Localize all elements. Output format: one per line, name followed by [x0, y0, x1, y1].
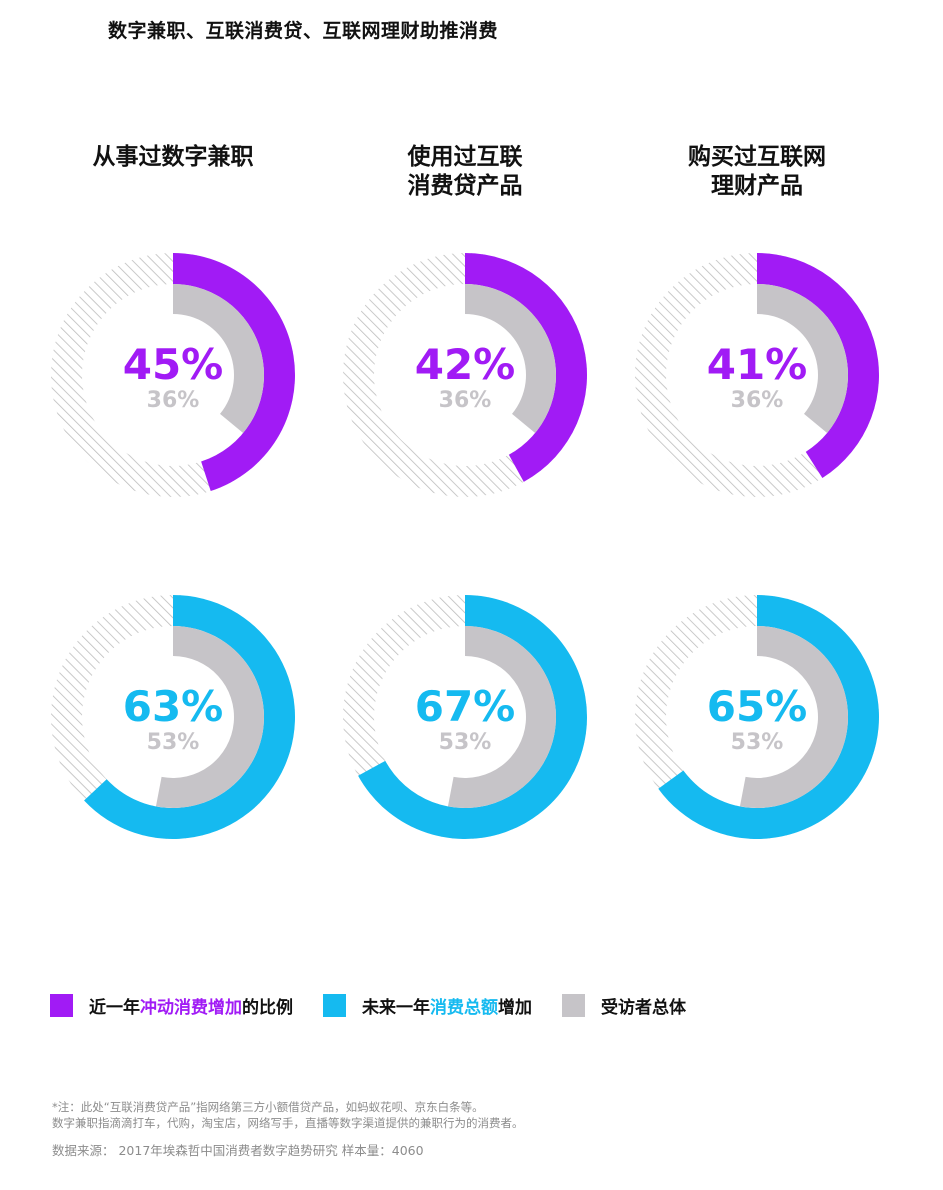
legend-item-all-respondents: 受访者总体 [562, 993, 686, 1018]
donut-chart: 41%36% [634, 253, 879, 497]
legend-swatch-purple [50, 994, 73, 1017]
legend-text-highlight: 冲动消费增加 [140, 998, 242, 1018]
donut-chart: 42%36% [342, 253, 587, 497]
donut-chart: 67%53% [342, 595, 587, 840]
donut-baseline-label: 36% [147, 388, 200, 413]
legend-text-pre: 近一年 [89, 998, 140, 1018]
donut-value-label: 42% [415, 340, 516, 389]
legend-swatch-blue [323, 994, 346, 1017]
legend-text-highlight: 消费总额 [430, 998, 498, 1018]
donut-chart: 45%36% [50, 253, 296, 497]
footnote-source: 数据来源： 2017年埃森哲中国消费者数字趋势研究 样本量：4060 [52, 1143, 424, 1158]
donut-baseline-segment [173, 284, 264, 434]
legend-text: 受访者总体 [601, 998, 686, 1018]
donut-baseline-segment [757, 284, 848, 434]
donut-baseline-segment [739, 626, 848, 808]
legend-text-pre: 未来一年 [362, 998, 430, 1018]
page-title: 数字兼职、互联消费贷、互联网理财助推消费 [108, 20, 499, 42]
donut-baseline-label: 36% [731, 388, 784, 413]
donut-chart: 63%53% [50, 595, 295, 840]
donut-baseline-label: 53% [147, 730, 200, 755]
legend-text-post: 增加 [498, 998, 532, 1018]
donut-baseline-segment [155, 626, 264, 808]
donut-value-label: 67% [415, 682, 516, 731]
column-title-wealth-management: 购买过互联网 理财产品 [688, 144, 826, 199]
footnote-note1: *注：此处“互联消费贷产品”指网络第三方小额借贷产品，如蚂蚁花呗、京东白条等。 [52, 1100, 484, 1114]
donut-baseline-segment [447, 626, 556, 808]
legend-item-impulse: 近一年 冲动消费增加 的比例 [50, 993, 293, 1018]
donut-value-label: 65% [707, 682, 808, 731]
legend: 近一年 冲动消费增加 的比例 未来一年 消费总额 增加 受访者总体 [50, 993, 716, 1018]
column-title-consumer-loan: 使用过互联 消费贷产品 [407, 144, 523, 199]
footnote-note2: 数字兼职指滴滴打车，代购，淘宝店，网络写手，直播等数字渠道提供的兼职行为的消费者… [52, 1116, 524, 1130]
donut-baseline-label: 53% [731, 730, 784, 755]
donut-value-segment [465, 253, 587, 482]
donut-baseline-label: 53% [439, 730, 492, 755]
donut-baseline-segment [465, 284, 556, 434]
donut-value-segment [173, 253, 296, 492]
donut-value-segment [757, 253, 879, 479]
donut-baseline-label: 36% [439, 388, 492, 413]
column-title-digital-parttime: 从事过数字兼职 [92, 144, 254, 170]
legend-item-total-spending: 未来一年 消费总额 增加 [323, 993, 532, 1018]
legend-text-post: 的比例 [242, 998, 293, 1018]
donut-value-label: 41% [707, 340, 808, 389]
donut-value-segment [84, 595, 295, 840]
donut-value-label: 63% [123, 682, 224, 731]
donut-charts: 45%36%42%36%41%36%63%53%67%53%65%53% [50, 253, 879, 840]
donut-value-label: 45% [123, 340, 224, 389]
legend-swatch-gray [562, 994, 585, 1017]
donut-chart: 65%53% [634, 595, 879, 839]
